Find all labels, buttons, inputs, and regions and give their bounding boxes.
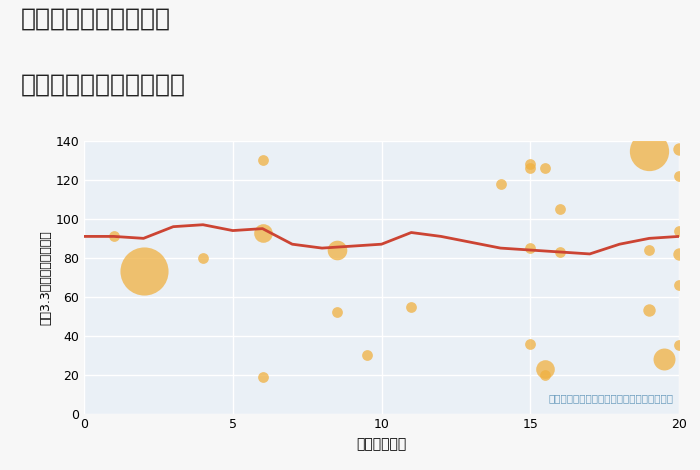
Point	[525, 244, 536, 252]
Point	[673, 282, 685, 289]
Point	[495, 180, 506, 188]
Point	[673, 172, 685, 180]
Point	[138, 268, 149, 275]
X-axis label: 駅距離（分）: 駅距離（分）	[356, 437, 407, 451]
Point	[361, 352, 372, 359]
Point	[644, 306, 655, 314]
Point	[540, 164, 551, 172]
Point	[331, 309, 342, 316]
Point	[197, 254, 209, 262]
Point	[644, 246, 655, 254]
Text: 千葉県成田市津富浦の: 千葉県成田市津富浦の	[21, 7, 171, 31]
Point	[554, 205, 566, 213]
Point	[257, 373, 268, 380]
Point	[257, 157, 268, 164]
Point	[406, 303, 417, 310]
Point	[673, 227, 685, 235]
Point	[525, 161, 536, 168]
Point	[331, 246, 342, 254]
Point	[525, 340, 536, 347]
Point	[525, 164, 536, 172]
Point	[644, 147, 655, 155]
Point	[659, 355, 670, 363]
Point	[554, 248, 566, 256]
Point	[673, 250, 685, 258]
Point	[257, 229, 268, 236]
Point	[540, 365, 551, 373]
Point	[673, 342, 685, 349]
Y-axis label: 坪（3.3㎡）単価（万円）: 坪（3.3㎡）単価（万円）	[39, 230, 52, 325]
Point	[108, 233, 119, 240]
Point	[540, 371, 551, 378]
Text: 円の大きさは、取引のあった物件面積を示す: 円の大きさは、取引のあった物件面積を示す	[548, 393, 673, 403]
Text: 駅距離別中古戸建て価格: 駅距離別中古戸建て価格	[21, 72, 186, 96]
Point	[673, 145, 685, 153]
